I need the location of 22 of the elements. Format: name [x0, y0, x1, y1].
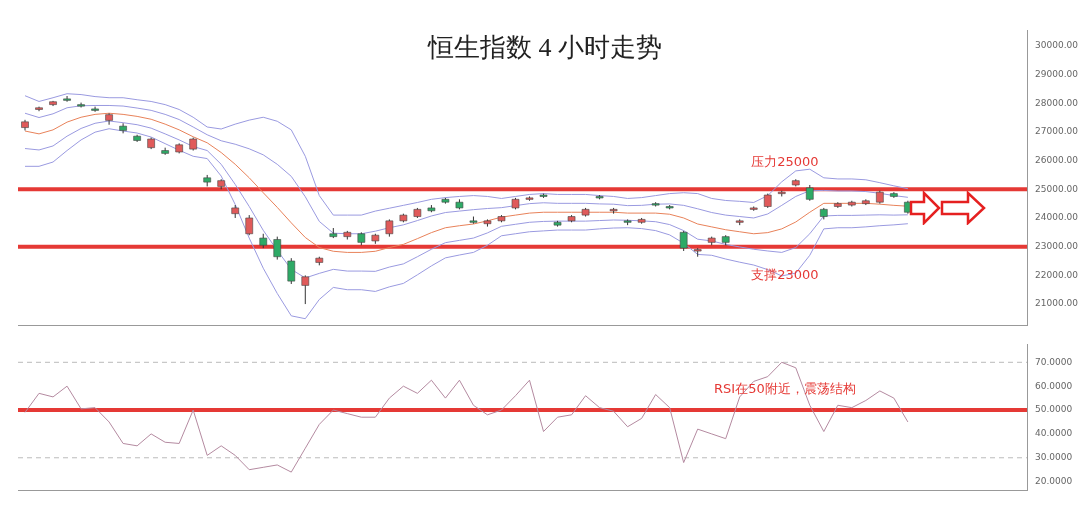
chart-title: 恒生指数 4 小时走势	[428, 33, 662, 62]
y-tick-label: 29000.00	[1035, 68, 1079, 79]
y-tick-label: 70.0000	[1035, 356, 1073, 367]
y-tick-label: 30000.00	[1035, 40, 1079, 51]
ref-line-label: 压力25000	[751, 154, 819, 170]
y-tick-label: 50.0000	[1035, 404, 1073, 415]
ref-line-label: RSI在50附近，震荡结构	[714, 380, 856, 396]
ref-line-label: 支撑23000	[751, 266, 819, 282]
y-tick-label: 23000.00	[1035, 241, 1079, 252]
y-tick-label: 26000.00	[1035, 154, 1079, 165]
y-tick-label: 21000.00	[1035, 298, 1079, 309]
candlestick	[105, 112, 113, 126]
y-tick-label: 28000.00	[1035, 97, 1079, 108]
y-tick-label: 27000.00	[1035, 126, 1079, 137]
y-tick-label: 22000.00	[1035, 269, 1079, 280]
y-tick-label: 60.0000	[1035, 380, 1073, 391]
y-tick-label: 40.0000	[1035, 428, 1073, 439]
y-tick-label: 20.0000	[1035, 475, 1073, 486]
y-tick-label: 24000.00	[1035, 212, 1079, 223]
candlestick	[63, 95, 71, 103]
y-tick-label: 25000.00	[1035, 183, 1079, 194]
y-tick-label: 30.0000	[1035, 452, 1073, 463]
